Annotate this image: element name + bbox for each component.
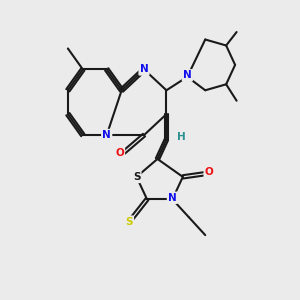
Text: S: S — [133, 172, 140, 182]
Text: N: N — [183, 70, 192, 80]
Text: O: O — [115, 148, 124, 158]
Text: O: O — [205, 167, 214, 177]
Text: N: N — [168, 193, 177, 203]
Text: N: N — [140, 64, 148, 74]
Text: N: N — [102, 130, 111, 140]
Text: S: S — [125, 217, 133, 227]
Text: H: H — [177, 132, 186, 142]
